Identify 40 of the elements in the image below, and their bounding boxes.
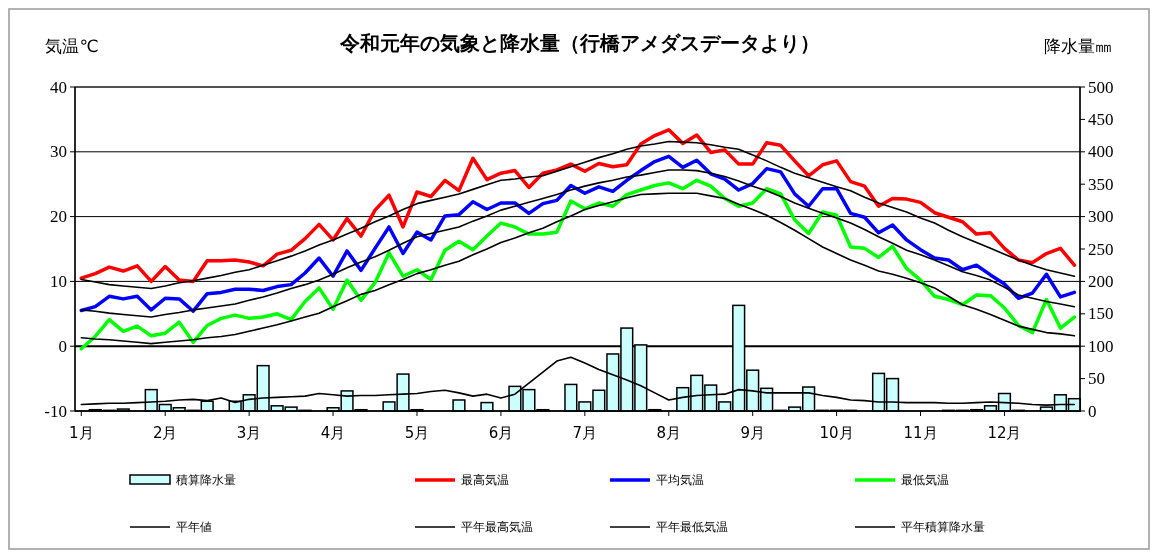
y2-tick-label: 250 bbox=[1088, 239, 1114, 259]
y2-tick-label: 50 bbox=[1088, 369, 1105, 389]
x-tick-label: 9月 bbox=[740, 424, 765, 442]
legend-label: 最高気温 bbox=[461, 473, 509, 487]
legend-label: 平年値 bbox=[176, 520, 212, 534]
y2-tick-label: 100 bbox=[1088, 336, 1114, 356]
x-tick-label: 2月 bbox=[152, 424, 178, 442]
x-tick-label: 7月 bbox=[572, 424, 598, 442]
y2-tick-label: 450 bbox=[1088, 109, 1114, 129]
x-tick-label: 5月 bbox=[404, 424, 430, 442]
y2-tick-label: 400 bbox=[1088, 142, 1114, 162]
y2-tick-label: 300 bbox=[1088, 207, 1114, 227]
y-tick-label: 0 bbox=[58, 336, 67, 356]
x-tick-label: 10月 bbox=[819, 424, 854, 442]
x-tick-label: 12月 bbox=[987, 424, 1022, 442]
chart-title: 令和元年の気象と降水量（行橋アメダスデータより） bbox=[339, 32, 820, 54]
legend-label: 平均気温 bbox=[656, 473, 704, 487]
y-tick-label: 30 bbox=[50, 142, 67, 162]
y2-axis-title: 降水量㎜ bbox=[1044, 36, 1112, 56]
y-tick-label: 10 bbox=[50, 271, 67, 291]
legend-label: 平年最高気温 bbox=[461, 520, 533, 534]
x-tick-label: 6月 bbox=[488, 424, 514, 442]
x-tick-label: 8月 bbox=[656, 424, 682, 442]
x-tick-label: 4月 bbox=[320, 424, 346, 442]
legend-label: 積算降水量 bbox=[176, 473, 236, 487]
x-tick-label: 11月 bbox=[903, 424, 938, 442]
legend-label: 最低気温 bbox=[901, 473, 949, 487]
y-tick-label: -10 bbox=[44, 401, 67, 421]
x-tick-label: 3月 bbox=[236, 424, 262, 442]
legend-label: 平年積算降水量 bbox=[901, 520, 985, 534]
y2-tick-label: 500 bbox=[1088, 77, 1114, 97]
y2-tick-label: 350 bbox=[1088, 174, 1114, 194]
legend-label: 平年最低気温 bbox=[656, 520, 728, 534]
x-tick-label: 1月 bbox=[69, 424, 94, 442]
y-tick-label: 20 bbox=[50, 207, 67, 227]
y2-tick-label: 0 bbox=[1088, 401, 1097, 421]
y2-tick-label: 150 bbox=[1088, 304, 1114, 324]
y-axis-title: 気温℃ bbox=[45, 36, 99, 56]
y-tick-label: 40 bbox=[50, 77, 67, 97]
y2-tick-label: 200 bbox=[1088, 271, 1114, 291]
